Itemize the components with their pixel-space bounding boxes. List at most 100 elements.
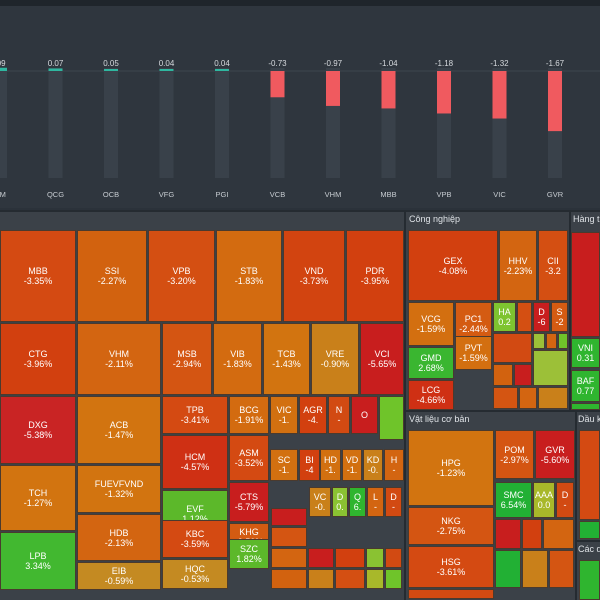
heatmap-tile-small[interactable] bbox=[579, 521, 600, 539]
heatmap-tile-small[interactable] bbox=[335, 548, 365, 568]
heatmap-tile-small[interactable] bbox=[271, 527, 307, 547]
heatmap-tile[interactable]: NKG -2.75% bbox=[408, 507, 494, 545]
heatmap-tile[interactable]: VCG -1.59% bbox=[408, 302, 454, 346]
impact-bar-vcb[interactable] bbox=[270, 71, 285, 98]
heatmap-tile[interactable]: VND -3.73% bbox=[283, 230, 345, 322]
heatmap-tile[interactable]: H- bbox=[384, 449, 404, 481]
heatmap-tile[interactable]: S -2 bbox=[551, 302, 568, 332]
heatmap-tile[interactable]: HD -1. bbox=[320, 449, 341, 481]
heatmap-tile[interactable]: Q 6. bbox=[349, 487, 366, 517]
heatmap-tile-small[interactable] bbox=[558, 333, 568, 349]
heatmap-tile[interactable] bbox=[379, 396, 404, 440]
heatmap-tile[interactable]: POM -2.97% bbox=[495, 430, 534, 479]
heatmap-tile-small[interactable] bbox=[571, 403, 600, 410]
heatmap-tile[interactable]: TCH -1.27% bbox=[0, 465, 76, 531]
heatmap-tile-small[interactable] bbox=[533, 350, 568, 386]
heatmap-tile[interactable]: GMD 2.68% bbox=[408, 347, 454, 379]
heatmap-tile-small[interactable] bbox=[522, 519, 542, 549]
heatmap-tile-small[interactable] bbox=[366, 548, 384, 568]
heatmap-tile-small[interactable] bbox=[517, 302, 532, 332]
heatmap-tile[interactable]: HPG -1.23% bbox=[408, 430, 494, 506]
heatmap-tile[interactable]: BI -4 bbox=[299, 449, 320, 481]
heatmap-tile[interactable]: EIB -0.59% bbox=[77, 562, 161, 590]
heatmap-tile-small[interactable] bbox=[271, 508, 307, 526]
heatmap-tile[interactable]: PVT -1.59% bbox=[455, 336, 492, 370]
heatmap-tile[interactable]: STB -1.83% bbox=[216, 230, 282, 322]
impact-bar-vfg[interactable] bbox=[159, 69, 174, 71]
heatmap-tile[interactable]: HSG -3.61% bbox=[408, 546, 494, 588]
heatmap-tile[interactable]: O bbox=[351, 396, 378, 434]
heatmap-tile[interactable]: KBC -3.59% bbox=[162, 520, 228, 558]
heatmap-tile-small[interactable] bbox=[533, 333, 545, 349]
heatmap-tile[interactable]: SSI -2.27% bbox=[77, 230, 147, 322]
heatmap-tile-small[interactable] bbox=[522, 550, 548, 588]
heatmap-tile[interactable]: SMC 6.54% bbox=[495, 482, 532, 518]
heatmap-tile[interactable]: VPB -3.20% bbox=[148, 230, 215, 322]
heatmap-tile[interactable]: FUEVFVND -1.32% bbox=[77, 465, 161, 513]
impact-bar-vhm[interactable] bbox=[326, 71, 340, 106]
heatmap-tile-small[interactable] bbox=[335, 569, 365, 589]
heatmap-tile[interactable]: GVR -5.60% bbox=[535, 430, 575, 479]
heatmap-tile[interactable]: HDB -2.13% bbox=[77, 514, 161, 561]
heatmap-tile-small[interactable] bbox=[538, 387, 568, 409]
heatmap-tile[interactable]: BAF 0.77 bbox=[571, 370, 600, 402]
heatmap-tile[interactable]: SC -1. bbox=[270, 449, 298, 481]
heatmap-tile[interactable]: BCG -1.91% bbox=[229, 396, 269, 434]
heatmap-tile[interactable]: VD -1. bbox=[342, 449, 362, 481]
heatmap-tile-small[interactable] bbox=[571, 232, 600, 337]
heatmap-tile[interactable]: AAA 0.0 bbox=[533, 482, 555, 518]
heatmap-tile-small[interactable] bbox=[493, 364, 513, 386]
heatmap-tile[interactable]: VC -0. bbox=[309, 487, 331, 517]
heatmap-tile-small[interactable] bbox=[519, 387, 537, 409]
impact-bar-ocb[interactable] bbox=[104, 69, 118, 71]
heatmap-tile-small[interactable] bbox=[271, 569, 307, 589]
heatmap-tile[interactable]: L- bbox=[367, 487, 384, 517]
heatmap-tile-small[interactable] bbox=[579, 430, 600, 520]
heatmap-tile[interactable]: D- bbox=[556, 482, 574, 518]
impact-bar-vpb[interactable] bbox=[437, 71, 451, 114]
impact-bar-nm[interactable] bbox=[0, 67, 7, 71]
heatmap-tile-small[interactable] bbox=[579, 560, 600, 600]
heatmap-tile[interactable]: HA 0.2 bbox=[493, 302, 516, 332]
heatmap-tile[interactable]: HQC -0.53% bbox=[162, 559, 228, 589]
heatmap-tile[interactable]: HHV -2.23% bbox=[499, 230, 537, 301]
heatmap-tile[interactable]: PDR -3.95% bbox=[346, 230, 404, 322]
heatmap-tile[interactable]: D -6 bbox=[533, 302, 550, 332]
heatmap-tile[interactable]: N- bbox=[328, 396, 350, 434]
heatmap-tile-small[interactable] bbox=[493, 387, 518, 409]
heatmap-tile[interactable]: CTG -3.96% bbox=[0, 323, 76, 395]
heatmap-tile-small[interactable] bbox=[308, 569, 334, 589]
heatmap-tile-small[interactable] bbox=[271, 548, 307, 568]
heatmap-tile[interactable]: VIC -1. bbox=[270, 396, 298, 434]
heatmap-tile-small[interactable] bbox=[514, 364, 532, 386]
impact-bar-gvr[interactable] bbox=[548, 71, 562, 132]
heatmap-tile[interactable]: AGR -4. bbox=[299, 396, 327, 434]
heatmap-tile[interactable]: LPB 3.34% bbox=[0, 532, 76, 590]
heatmap-tile[interactable]: TPB -3.41% bbox=[162, 396, 228, 434]
heatmap-tile[interactable]: DXG -5.38% bbox=[0, 396, 76, 464]
impact-bar-qcg[interactable] bbox=[48, 68, 63, 71]
heatmap-tile[interactable]: HCM -4.57% bbox=[162, 435, 228, 489]
impact-bar-vic[interactable] bbox=[492, 71, 507, 119]
impact-bar-mbb[interactable] bbox=[381, 71, 396, 109]
heatmap-tile-small[interactable] bbox=[493, 333, 532, 363]
heatmap-tile-small[interactable] bbox=[495, 519, 521, 549]
heatmap-tile[interactable]: MSB -2.94% bbox=[162, 323, 212, 395]
heatmap-tile[interactable]: VNI 0.31 bbox=[571, 338, 600, 368]
heatmap-tile[interactable]: MBB -3.35% bbox=[0, 230, 76, 322]
impact-bar-pgi[interactable] bbox=[215, 69, 229, 71]
heatmap-tile[interactable]: VRE -0.90% bbox=[311, 323, 359, 395]
heatmap-tile[interactable]: LCG -4.66% bbox=[408, 380, 454, 410]
heatmap-tile-small[interactable] bbox=[385, 569, 402, 589]
heatmap-tile-small[interactable] bbox=[385, 548, 402, 568]
heatmap-tile[interactable]: TCB -1.43% bbox=[263, 323, 310, 395]
heatmap-tile[interactable]: VHM -2.11% bbox=[77, 323, 161, 395]
heatmap-tile[interactable]: D 0. bbox=[332, 487, 348, 517]
heatmap-tile[interactable]: VIB -1.83% bbox=[213, 323, 262, 395]
heatmap-tile[interactable]: CTS -5.79% bbox=[229, 482, 269, 522]
heatmap-tile[interactable]: KD -0. bbox=[363, 449, 383, 481]
heatmap-tile-small[interactable] bbox=[495, 550, 521, 588]
heatmap-tile[interactable]: ACB -1.47% bbox=[77, 396, 161, 464]
heatmap-tile[interactable]: ASM -3.52% bbox=[229, 435, 269, 481]
heatmap-tile-small[interactable] bbox=[546, 333, 557, 349]
